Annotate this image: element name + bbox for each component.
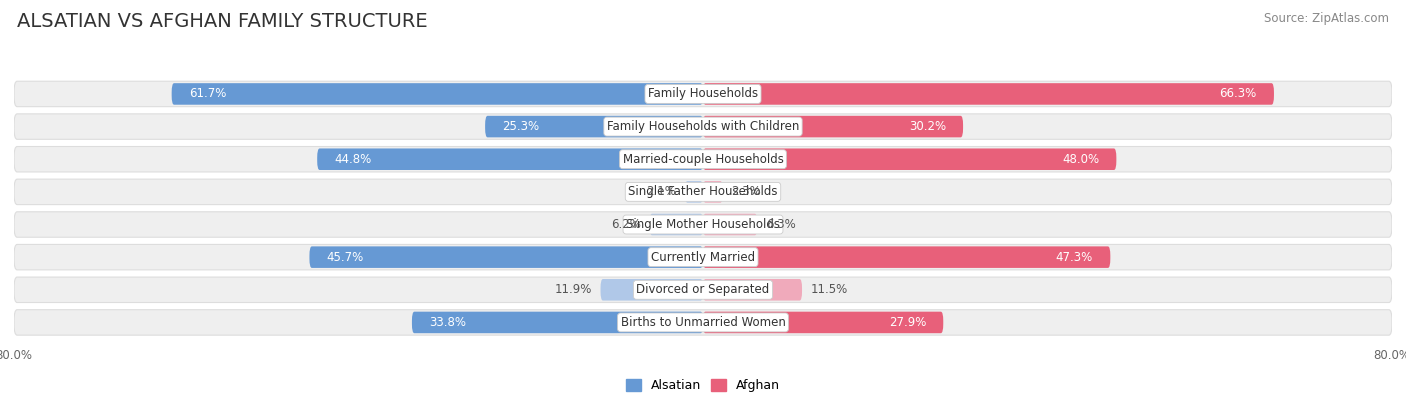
Text: 11.5%: 11.5%	[811, 283, 848, 296]
Text: 2.1%: 2.1%	[647, 185, 676, 198]
FancyBboxPatch shape	[14, 179, 1392, 205]
Text: Divorced or Separated: Divorced or Separated	[637, 283, 769, 296]
FancyBboxPatch shape	[703, 312, 943, 333]
FancyBboxPatch shape	[703, 116, 963, 137]
FancyBboxPatch shape	[14, 81, 1392, 107]
Text: 47.3%: 47.3%	[1056, 251, 1092, 263]
Text: Single Father Households: Single Father Households	[628, 185, 778, 198]
FancyBboxPatch shape	[14, 245, 1392, 270]
Text: 48.0%: 48.0%	[1062, 153, 1099, 166]
FancyBboxPatch shape	[172, 83, 703, 105]
FancyBboxPatch shape	[14, 147, 1392, 172]
FancyBboxPatch shape	[14, 114, 1392, 139]
Text: 66.3%: 66.3%	[1219, 87, 1257, 100]
FancyBboxPatch shape	[650, 214, 703, 235]
FancyBboxPatch shape	[318, 149, 703, 170]
Text: Family Households: Family Households	[648, 87, 758, 100]
Text: Currently Married: Currently Married	[651, 251, 755, 263]
Legend: Alsatian, Afghan: Alsatian, Afghan	[621, 374, 785, 395]
Text: Family Households with Children: Family Households with Children	[607, 120, 799, 133]
FancyBboxPatch shape	[14, 212, 1392, 237]
Text: 6.2%: 6.2%	[612, 218, 641, 231]
FancyBboxPatch shape	[600, 279, 703, 301]
Text: 44.8%: 44.8%	[335, 153, 371, 166]
FancyBboxPatch shape	[703, 246, 1111, 268]
FancyBboxPatch shape	[14, 277, 1392, 303]
FancyBboxPatch shape	[412, 312, 703, 333]
Text: Source: ZipAtlas.com: Source: ZipAtlas.com	[1264, 12, 1389, 25]
Text: 45.7%: 45.7%	[326, 251, 364, 263]
Text: Married-couple Households: Married-couple Households	[623, 153, 783, 166]
FancyBboxPatch shape	[703, 83, 1274, 105]
Text: ALSATIAN VS AFGHAN FAMILY STRUCTURE: ALSATIAN VS AFGHAN FAMILY STRUCTURE	[17, 12, 427, 31]
Text: 25.3%: 25.3%	[502, 120, 540, 133]
FancyBboxPatch shape	[703, 279, 801, 301]
Text: Single Mother Households: Single Mother Households	[626, 218, 780, 231]
Text: 2.3%: 2.3%	[731, 185, 761, 198]
Text: Births to Unmarried Women: Births to Unmarried Women	[620, 316, 786, 329]
Text: 6.3%: 6.3%	[766, 218, 796, 231]
Text: 33.8%: 33.8%	[429, 316, 467, 329]
Text: 61.7%: 61.7%	[188, 87, 226, 100]
FancyBboxPatch shape	[703, 214, 758, 235]
FancyBboxPatch shape	[14, 310, 1392, 335]
Text: 30.2%: 30.2%	[908, 120, 946, 133]
FancyBboxPatch shape	[685, 181, 703, 203]
FancyBboxPatch shape	[309, 246, 703, 268]
FancyBboxPatch shape	[703, 181, 723, 203]
Text: 27.9%: 27.9%	[889, 316, 927, 329]
Text: 11.9%: 11.9%	[554, 283, 592, 296]
FancyBboxPatch shape	[703, 149, 1116, 170]
FancyBboxPatch shape	[485, 116, 703, 137]
